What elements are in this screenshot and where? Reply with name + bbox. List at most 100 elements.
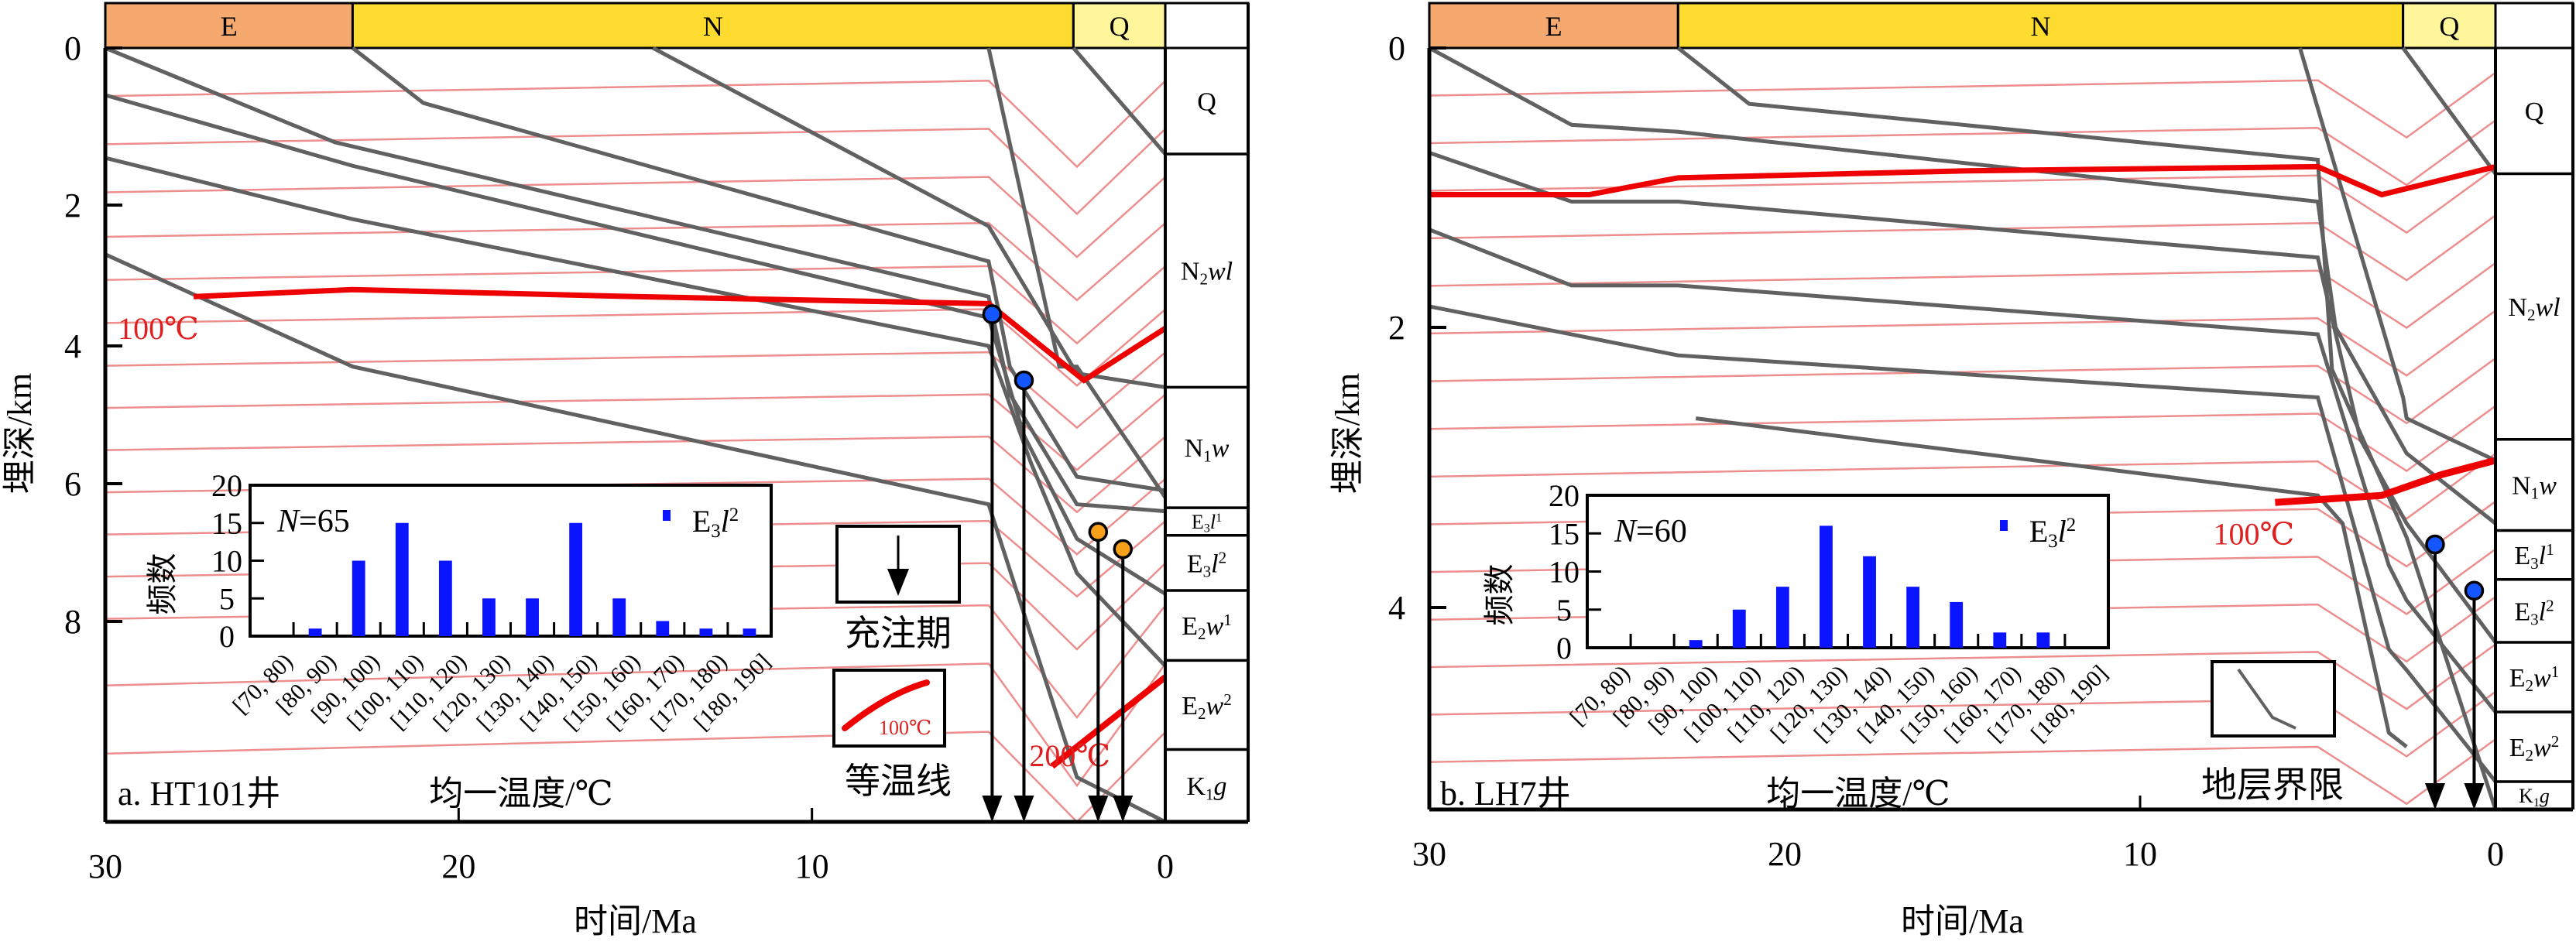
charging-arrow-head bbox=[2424, 783, 2445, 809]
strata-label-K1g: K1g bbox=[1186, 772, 1226, 803]
histogram-y-tick-label: 10 bbox=[1549, 555, 1580, 590]
strata-label-N2wl: N2wl bbox=[2508, 293, 2560, 324]
burial-curve bbox=[1428, 46, 2497, 525]
histogram-y-tick-label: 5 bbox=[1556, 593, 1572, 628]
period-bar-N bbox=[351, 2, 1075, 50]
x-tick-label: 30 bbox=[88, 847, 122, 885]
burial-curve bbox=[105, 93, 1167, 596]
burial-curve bbox=[105, 156, 1167, 668]
burial-curve bbox=[2401, 46, 2498, 175]
y-tick-label: 6 bbox=[64, 465, 81, 503]
legend-isotherm-sample: 100℃ bbox=[879, 717, 931, 739]
charging-event-dot bbox=[1014, 370, 1034, 391]
histogram-legend-swatch bbox=[2000, 520, 2008, 531]
x-axis-title: 时间/Ma bbox=[1901, 902, 2024, 940]
period-bar-E bbox=[1428, 2, 1679, 50]
histogram-x-title: 均一温度/℃ bbox=[429, 775, 612, 813]
burial-curve bbox=[105, 46, 1166, 514]
charging-event-dot bbox=[2425, 534, 2445, 555]
histogram-bar bbox=[1993, 632, 2007, 648]
x-tick-label: 30 bbox=[1412, 835, 1446, 873]
x-axis-title: 时间/Ma bbox=[574, 902, 697, 940]
histogram-legend-label: E3l2 bbox=[2029, 514, 2076, 552]
panel-title: b. LH7井 bbox=[1440, 775, 1571, 813]
isotherm-line bbox=[1429, 262, 2496, 330]
legend-strata-box bbox=[2211, 660, 2336, 738]
charging-event-dot bbox=[1088, 522, 1109, 542]
burial-curve bbox=[1676, 46, 2498, 810]
isotherm-line bbox=[105, 731, 1166, 823]
legend-strata-label: 地层界限 bbox=[2201, 765, 2344, 805]
strata-label-K1g: K1g bbox=[2519, 785, 2550, 809]
x-tick-label: 10 bbox=[795, 847, 829, 885]
legend-charging-label: 充注期 bbox=[845, 614, 952, 653]
histogram-bar bbox=[1775, 587, 1789, 648]
y-tick-label: 4 bbox=[1388, 589, 1405, 627]
period-label-E: E bbox=[221, 11, 238, 42]
panel-b: E N Q 100℃ Q N2wl N1w E3l1 E3l2 E2w1 E2w2 K1g 0 2 4 30 2… bbox=[1329, 2, 2574, 940]
y-tick-label: 8 bbox=[64, 603, 81, 641]
histogram-n-label: N=60 bbox=[1614, 514, 1687, 549]
y-tick-label: 2 bbox=[64, 187, 81, 224]
x-tick-label: 20 bbox=[1768, 835, 1802, 873]
isotherm-line bbox=[1429, 310, 2496, 377]
histogram-bar bbox=[743, 628, 756, 636]
strata-label-E2w2: E2w2 bbox=[2509, 732, 2560, 765]
histogram-bar bbox=[1863, 556, 1876, 648]
burial-curve bbox=[1429, 151, 2498, 644]
strata-label-E2w1: E2w1 bbox=[1182, 611, 1232, 643]
burial-curve bbox=[1429, 228, 2497, 714]
histogram-bar bbox=[1906, 587, 1920, 648]
histogram-y-tick-label: 0 bbox=[219, 619, 235, 654]
histogram-y-title: 频数 bbox=[1482, 564, 1517, 626]
histogram-bar bbox=[352, 560, 365, 636]
strata-label-E2w1: E2w1 bbox=[2509, 662, 2560, 695]
burial-curve bbox=[1429, 304, 2497, 783]
strata-label-Q: Q bbox=[2525, 98, 2544, 126]
isotherm-100c-late bbox=[2275, 457, 2497, 506]
charging-event-dot bbox=[2464, 580, 2485, 601]
histogram-y-title: 频数 bbox=[145, 553, 180, 615]
period-bar-Q bbox=[1072, 2, 1167, 50]
legend-isotherm-line-icon bbox=[842, 679, 930, 731]
period-label-Q: Q bbox=[1110, 11, 1130, 42]
isotherm-label: 100℃ bbox=[118, 311, 199, 346]
legend-charging-arrow-head-icon bbox=[887, 569, 909, 596]
burial-curve bbox=[1072, 46, 1167, 156]
burial-curve bbox=[2298, 47, 2497, 463]
strata-label-Q: Q bbox=[1197, 87, 1216, 116]
histogram-bar bbox=[482, 598, 496, 636]
strata-label-E3l2: E3l2 bbox=[1187, 548, 1226, 580]
histogram-bar bbox=[526, 598, 539, 636]
histogram-x-title: 均一温度/℃ bbox=[1766, 775, 1950, 813]
strata-header-cell bbox=[2494, 2, 2574, 50]
period-bar-E bbox=[104, 2, 354, 50]
charging-event-dot bbox=[1113, 539, 1133, 560]
burial-curve bbox=[652, 46, 1166, 389]
isotherm-line bbox=[105, 308, 1166, 387]
burial-curve bbox=[1695, 416, 2408, 748]
period-label-N: N bbox=[703, 11, 723, 42]
x-tick-label: 0 bbox=[2487, 835, 2504, 873]
histogram-bar bbox=[438, 560, 452, 636]
isotherm-line bbox=[1429, 738, 2496, 806]
isotherm-line bbox=[105, 351, 1166, 430]
histogram-bar bbox=[699, 628, 713, 636]
isotherm-label: 100℃ bbox=[2214, 517, 2295, 552]
strata-label-E2w2: E2w2 bbox=[1182, 690, 1232, 723]
histogram-bar bbox=[1820, 525, 1833, 648]
histogram-bar bbox=[1950, 601, 1964, 648]
legend-panel-b: 地层界限 bbox=[2201, 660, 2344, 805]
histogram-frame bbox=[1586, 494, 2110, 649]
isotherm-line bbox=[105, 176, 1166, 258]
histogram-legend-label: E3l2 bbox=[692, 504, 739, 542]
charging-arrow-head bbox=[982, 796, 1003, 822]
histogram-bar bbox=[612, 598, 626, 636]
panel-a: E N Q100℃200℃QN2wlN1wE3l1E3l2E2w1E2w2K1g02… bbox=[1, 2, 1250, 940]
strata-label-E3l2: E3l2 bbox=[2514, 596, 2554, 628]
isotherm-line bbox=[105, 662, 1167, 788]
histogram-y-tick-label: 5 bbox=[219, 581, 235, 616]
charging-event-dot bbox=[982, 304, 1003, 324]
histogram-bar bbox=[308, 628, 322, 636]
